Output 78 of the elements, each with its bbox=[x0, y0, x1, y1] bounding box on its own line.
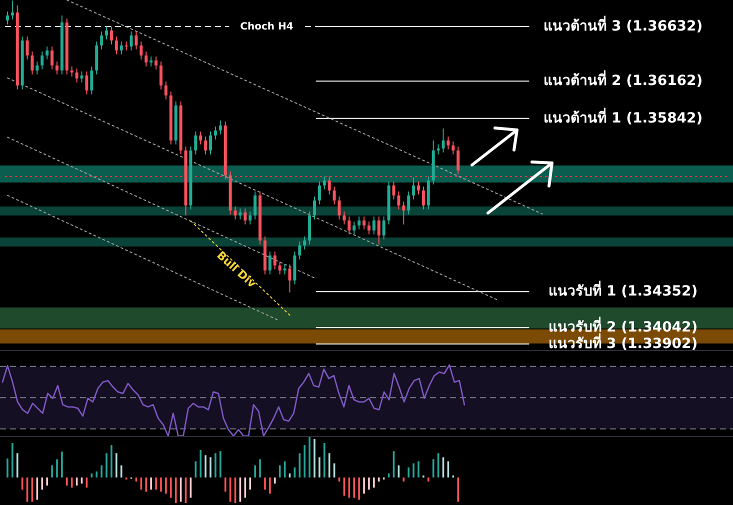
candlestick bbox=[382, 216, 386, 240]
candlestick bbox=[278, 261, 282, 275]
candlestick bbox=[322, 176, 326, 190]
candlestick bbox=[358, 216, 361, 230]
candlestick bbox=[338, 196, 341, 220]
candlestick bbox=[90, 66, 94, 95]
candlestick bbox=[348, 216, 351, 235]
candlestick bbox=[114, 36, 118, 55]
candlestick bbox=[288, 264, 292, 293]
candlestick bbox=[422, 186, 425, 210]
candlestick bbox=[313, 196, 316, 220]
ref-line-label: แนวต้านที่ 1 (1.35842) bbox=[544, 107, 703, 126]
candlestick bbox=[80, 71, 84, 83]
candlestick bbox=[130, 31, 133, 51]
candlestick bbox=[298, 241, 302, 260]
candlestick bbox=[40, 51, 44, 70]
candlestick bbox=[303, 236, 306, 250]
candlestick bbox=[446, 136, 450, 150]
candlestick bbox=[154, 56, 158, 70]
candlestick bbox=[452, 141, 455, 155]
candlestick bbox=[36, 61, 39, 75]
candlestick bbox=[55, 61, 58, 75]
candlestick bbox=[70, 66, 74, 78]
candlestick bbox=[30, 51, 34, 75]
candlestick bbox=[367, 221, 370, 235]
candlestick bbox=[392, 181, 396, 200]
candlestick bbox=[194, 131, 198, 155]
candlestick bbox=[46, 46, 49, 60]
candlestick bbox=[110, 26, 113, 45]
candlestick bbox=[416, 181, 420, 195]
candlestick bbox=[238, 208, 242, 220]
candlestick bbox=[412, 176, 416, 200]
ref-line-label: แนวต้านที่ 3 (1.36632) bbox=[544, 16, 703, 35]
candlestick bbox=[75, 68, 78, 83]
candlestick bbox=[26, 36, 29, 60]
candlestick bbox=[254, 191, 257, 220]
ref-line-label: แนวรับที่ 3 (1.33902) bbox=[548, 336, 698, 352]
candlestick bbox=[199, 131, 202, 145]
candlestick bbox=[10, 0, 14, 20]
candlestick bbox=[352, 221, 356, 235]
candlestick bbox=[456, 146, 460, 175]
candlestick bbox=[397, 191, 400, 210]
candlestick bbox=[204, 136, 208, 155]
candlestick bbox=[6, 11, 9, 25]
candlestick bbox=[268, 251, 272, 275]
candlestick bbox=[342, 211, 346, 225]
candlestick bbox=[209, 131, 212, 155]
candlestick bbox=[164, 81, 168, 100]
candlestick bbox=[214, 126, 217, 140]
candlestick bbox=[105, 26, 108, 40]
candlestick bbox=[372, 216, 376, 235]
ref-line-label: แนวรับที่ 1 (1.34352) bbox=[548, 280, 698, 300]
ref-line-label: แนวต้านที่ 2 (1.36162) bbox=[544, 70, 703, 90]
candlestick bbox=[402, 201, 406, 225]
candlestick bbox=[100, 31, 104, 50]
candlestick bbox=[120, 41, 123, 55]
candlestick bbox=[134, 31, 138, 50]
candlestick bbox=[273, 251, 276, 270]
candlestick bbox=[362, 216, 366, 230]
candlestick bbox=[144, 51, 148, 68]
candlestick bbox=[328, 176, 331, 195]
candlestick bbox=[436, 144, 440, 155]
candlestick bbox=[140, 41, 143, 60]
candlestick bbox=[407, 191, 410, 215]
candlestick bbox=[332, 186, 336, 205]
candlestick bbox=[159, 61, 162, 90]
candlestick bbox=[85, 71, 88, 95]
candlestick bbox=[377, 216, 380, 245]
candlestick bbox=[283, 264, 286, 275]
candlestick bbox=[248, 211, 252, 225]
candlestick bbox=[218, 120, 222, 135]
ref-line-label: Choch H4 bbox=[240, 22, 294, 33]
candlestick bbox=[234, 206, 237, 220]
candlestick bbox=[318, 181, 321, 205]
candlestick bbox=[150, 56, 153, 68]
candlestick bbox=[50, 46, 54, 70]
candlestick bbox=[442, 128, 445, 153]
candlestick bbox=[244, 208, 247, 225]
